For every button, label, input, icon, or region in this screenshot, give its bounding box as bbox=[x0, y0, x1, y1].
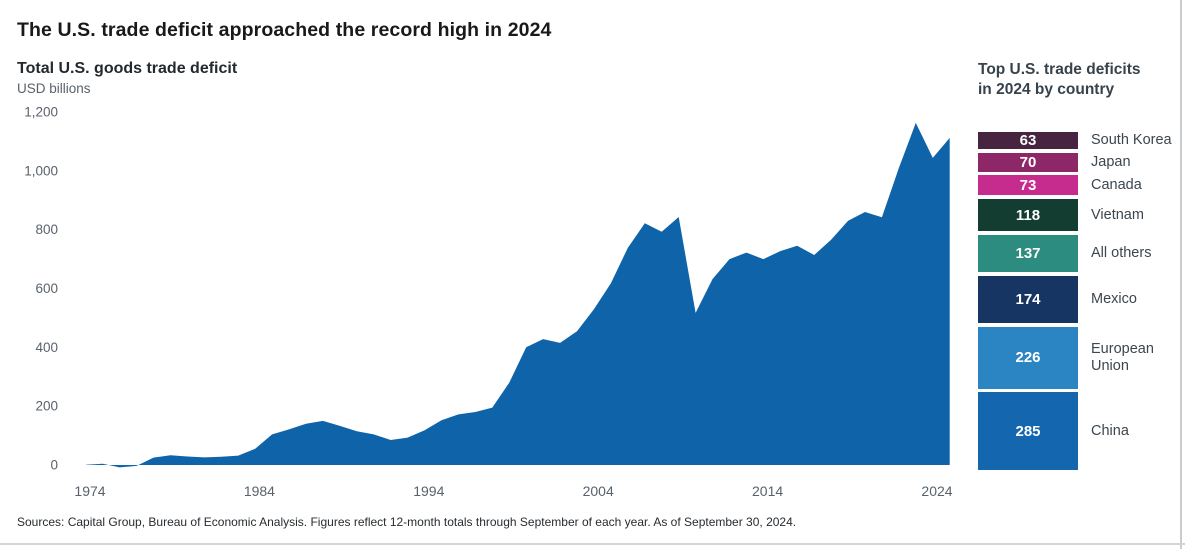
x-axis-tick-label: 1974 bbox=[74, 483, 105, 499]
country-label: South Korea bbox=[1091, 132, 1172, 149]
country-label: Japan bbox=[1091, 154, 1131, 171]
x-axis-tick-label: 2004 bbox=[583, 483, 614, 499]
deficit-bar-canada: 73 bbox=[978, 175, 1078, 196]
country-deficit-bars: 63 South Korea 70 Japan 73 Canada 118 Vietnam 13… bbox=[978, 132, 1185, 474]
trade-deficit-area bbox=[85, 122, 950, 468]
deficit-value: 174 bbox=[1015, 290, 1041, 308]
y-axis-tick-label: 1,000 bbox=[24, 163, 58, 178]
deficit-bar-row: 226 European Union bbox=[978, 326, 1185, 389]
country-label: European Union bbox=[1091, 341, 1154, 374]
x-axis-tick-label: 2014 bbox=[752, 483, 783, 499]
deficit-value: 63 bbox=[1019, 132, 1037, 150]
chart-unit-label: USD billions bbox=[17, 81, 91, 96]
deficit-bar-row: 63 South Korea bbox=[978, 132, 1185, 150]
country-label: Mexico bbox=[1091, 291, 1137, 308]
x-axis-tick-label: 2024 bbox=[921, 483, 952, 499]
page-title: The U.S. trade deficit approached the re… bbox=[17, 19, 552, 41]
source-note: Sources: Capital Group, Bureau of Econom… bbox=[17, 515, 797, 529]
country-label: Canada bbox=[1091, 177, 1142, 194]
deficit-value: 118 bbox=[1015, 206, 1041, 224]
country-label: China bbox=[1091, 423, 1129, 440]
deficit-bar-vietnam: 118 bbox=[978, 198, 1078, 232]
country-label: All others bbox=[1091, 245, 1152, 262]
right-border bbox=[1180, 0, 1182, 549]
chart-title: Total U.S. goods trade deficit bbox=[17, 60, 238, 77]
y-axis-tick-label: 1,200 bbox=[24, 105, 58, 120]
sidebar-title: Top U.S. trade deficits in 2024 by count… bbox=[978, 61, 1141, 98]
deficit-bar-row: 137 All others bbox=[978, 234, 1185, 273]
y-axis-tick-label: 600 bbox=[35, 281, 58, 296]
deficit-bar-china: 285 bbox=[978, 392, 1078, 471]
bottom-border bbox=[0, 543, 1185, 545]
country-label: Vietnam bbox=[1091, 206, 1144, 223]
deficit-bar-row: 174 Mexico bbox=[978, 275, 1185, 324]
deficit-bar-all-others: 137 bbox=[978, 234, 1078, 273]
x-axis-tick-label: 1984 bbox=[244, 483, 275, 499]
y-axis-tick-label: 400 bbox=[35, 340, 58, 355]
deficit-value: 226 bbox=[1015, 349, 1041, 367]
y-axis-tick-label: 200 bbox=[35, 399, 58, 414]
deficit-bar-row: 285 China bbox=[978, 392, 1185, 471]
deficit-bar-row: 70 Japan bbox=[978, 152, 1185, 172]
deficit-bar-row: 118 Vietnam bbox=[978, 198, 1185, 232]
deficit-bar-european-union: 226 bbox=[978, 326, 1078, 389]
deficit-bar-row: 73 Canada bbox=[978, 175, 1185, 196]
deficit-bar-japan: 70 bbox=[978, 152, 1078, 172]
deficit-value: 285 bbox=[1015, 422, 1041, 440]
x-axis-tick-label: 1994 bbox=[413, 483, 444, 499]
y-axis-tick-label: 800 bbox=[35, 222, 58, 237]
y-axis-tick-label: 0 bbox=[50, 458, 58, 473]
deficit-value: 70 bbox=[1019, 153, 1037, 171]
deficit-bar-mexico: 174 bbox=[978, 275, 1078, 324]
deficit-value: 73 bbox=[1019, 176, 1037, 194]
deficit-value: 137 bbox=[1015, 244, 1041, 262]
deficit-bar-south-korea: 63 bbox=[978, 132, 1078, 150]
